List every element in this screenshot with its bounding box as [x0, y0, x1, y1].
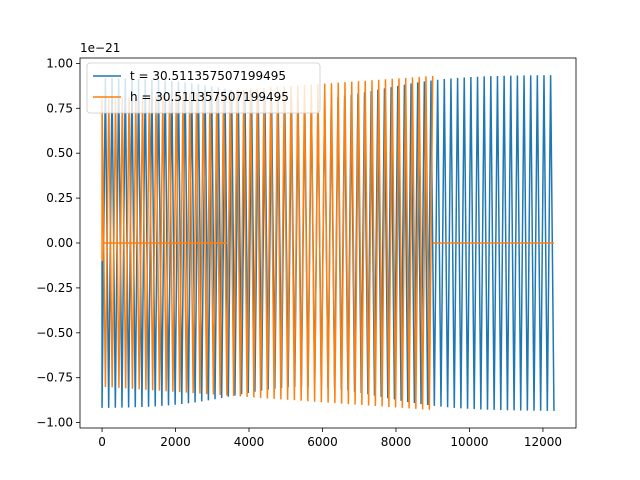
y-axis: −1.00 −0.75 −0.50 −0.25 0.00 0.25 0.50 0.75 1.00	[36, 56, 80, 430]
x-tick-label: 2000	[160, 435, 191, 449]
legend: t = 30.511357507199495 h = 30.5113575071…	[86, 62, 321, 114]
y-tick-label: −0.75	[36, 371, 73, 385]
y-tick-label: 0.50	[46, 146, 73, 160]
x-axis: 0 2000 4000 6000 8000 10000 12000	[98, 428, 562, 449]
x-tick-label: 10000	[450, 435, 488, 449]
x-tick-label: 6000	[307, 435, 338, 449]
legend-box	[86, 62, 321, 114]
y-offset-text: 1e−21	[80, 41, 120, 55]
y-tick-label: 0.00	[46, 236, 73, 250]
x-tick-label: 4000	[234, 435, 265, 449]
x-tick-label: 0	[98, 435, 106, 449]
x-tick-label: 12000	[524, 435, 562, 449]
x-tick-label: 8000	[381, 435, 412, 449]
legend-label-h: h = 30.511357507199495	[130, 90, 289, 104]
y-tick-label: −0.25	[36, 281, 73, 295]
y-tick-label: −1.00	[36, 416, 73, 430]
y-tick-label: 0.75	[46, 101, 73, 115]
legend-label-t: t = 30.511357507199495	[130, 69, 286, 83]
series-layer	[101, 75, 555, 411]
y-tick-label: 1.00	[46, 56, 73, 70]
plot-area	[101, 75, 555, 411]
y-tick-label: 0.25	[46, 191, 73, 205]
y-tick-label: −0.50	[36, 326, 73, 340]
